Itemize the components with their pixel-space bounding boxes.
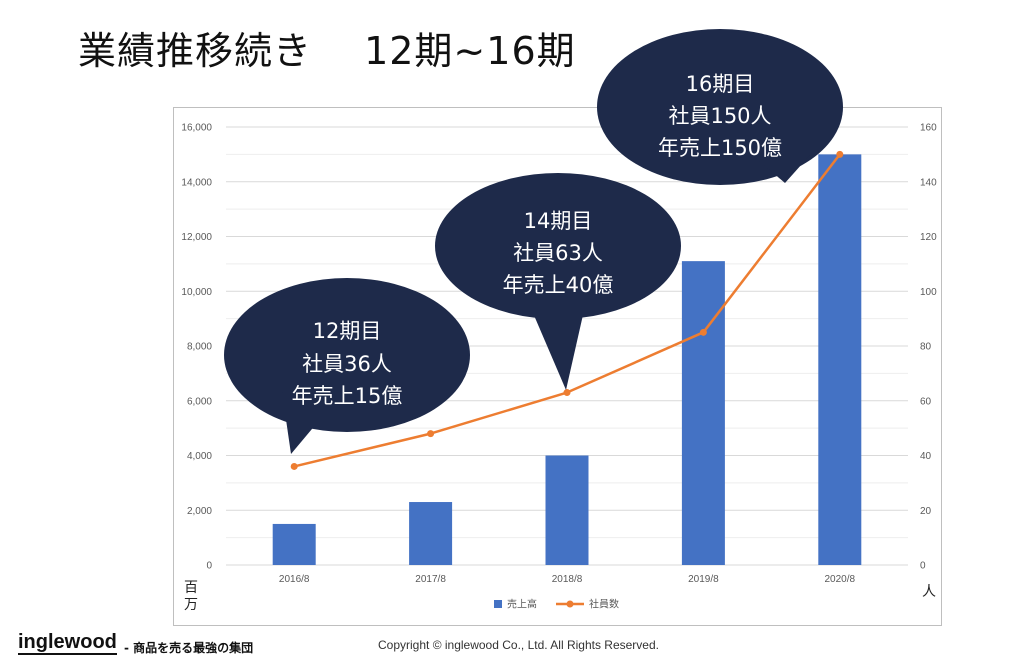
callout-text: 年売上150億 [658,136,782,160]
legend-label-sales: 売上高 [507,598,537,611]
x-tick-label: 2016/8 [279,574,310,585]
callout-text: 14期目 [524,209,593,233]
callout-text: 年売上15億 [292,384,403,408]
right-tick-label: 100 [920,287,937,298]
callout-tail [282,392,322,454]
left-tick-label: 14,000 [181,177,212,188]
callout-tail [530,306,585,390]
left-tick-label: 12,000 [181,232,212,243]
left-tick-label: 2,000 [187,506,212,517]
x-tick-label: 2020/8 [825,574,856,585]
callout-ellipse [435,173,681,319]
callout-ellipse [224,278,470,432]
callout-text: 社員150人 [668,104,771,128]
employee-point [836,150,844,158]
right-tick-label: 160 [920,123,937,134]
bar-2017-8 [409,502,453,565]
bar-2018-8 [545,455,589,565]
callout-text: 社員36人 [302,352,392,376]
bar-2020-8 [818,154,862,565]
right-tick-label: 60 [920,396,932,407]
left-tick-label: 0 [206,561,212,572]
left-axis-unit: 百万 [184,580,198,613]
employee-point [563,389,571,397]
right-axis-unit: 人 [922,584,936,600]
callout-ellipse [597,29,843,185]
x-tick-label: 2019/8 [688,574,719,585]
legend-marker-line [566,600,574,608]
company-tagline: - 商品を売る最強の集団 [124,641,254,655]
left-tick-label: 16,000 [181,123,212,134]
callout-tail [752,155,810,183]
legend-label-employees: 社員数 [589,598,619,611]
left-tick-label: 8,000 [187,342,212,353]
x-tick-label: 2018/8 [552,574,583,585]
left-tick-label: 4,000 [187,451,212,462]
company-logo: inglewood [18,631,117,655]
employee-point [699,328,707,336]
callout-text: 16期目 [686,72,755,96]
right-tick-label: 120 [920,232,937,243]
x-tick-label: 2017/8 [415,574,446,585]
employee-point [290,462,298,470]
right-tick-label: 140 [920,177,937,188]
left-tick-label: 10,000 [181,287,212,298]
left-tick-label: 6,000 [187,396,212,407]
slide-title: 業績推移続き 12期~16期 [78,29,576,73]
right-tick-label: 80 [920,342,932,353]
copyright-notice: Copyright © inglewood Co., Ltd. All Righ… [378,638,659,652]
right-tick-label: 40 [920,451,932,462]
right-tick-label: 20 [920,506,932,517]
right-tick-label: 0 [920,561,926,572]
legend-swatch-bar [494,600,502,608]
employee-point [427,430,435,438]
bar-2016-8 [272,523,316,565]
callout-text: 社員63人 [513,241,603,265]
callout-text: 12期目 [313,319,382,343]
callout-text: 年売上40億 [503,273,614,297]
